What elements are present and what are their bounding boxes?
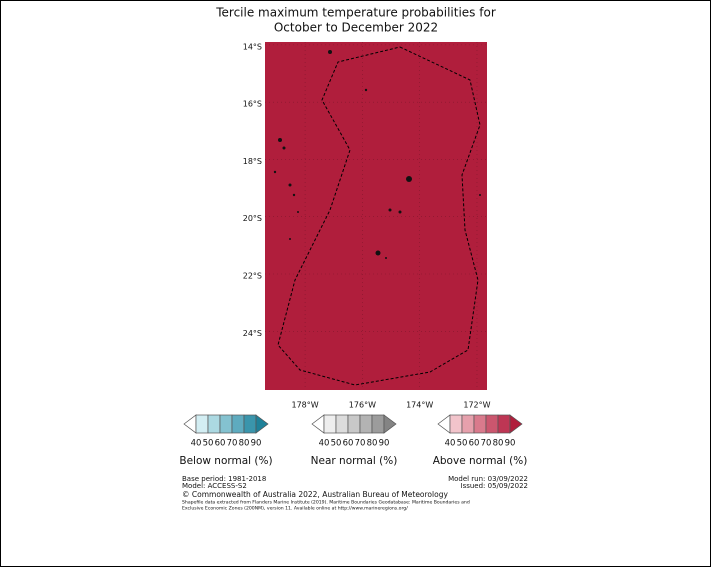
colorbar-tick: 90	[251, 439, 262, 449]
footer-text: Model: ACCESS-S2	[182, 482, 247, 490]
footer-text: Issued: 05/09/2022	[461, 482, 528, 490]
footer-text: Exclusive Economic Zones (200NM), versio…	[182, 506, 408, 512]
title-line: October to December 2022	[274, 21, 438, 35]
lat-label: 22°S	[243, 272, 262, 281]
island	[289, 238, 291, 240]
colorbar-tick: 40	[191, 439, 202, 449]
colorbar-box	[473, 414, 487, 434]
colorbar-tick: 90	[505, 439, 516, 449]
colorbar-tick: 70	[355, 439, 366, 449]
island	[273, 170, 277, 174]
colorbar-tick: 80	[367, 439, 378, 449]
colorbar-tick: 60	[343, 439, 354, 449]
island	[288, 183, 292, 187]
colorbar-name: Below normal (%)	[179, 455, 272, 467]
colorbar-tick: 50	[203, 439, 214, 449]
lat-label: 20°S	[243, 214, 262, 223]
colorbar-tick: 80	[493, 439, 504, 449]
colorbar-box	[485, 414, 499, 434]
colorbar-tick: 90	[379, 439, 390, 449]
colorbar-box	[359, 414, 373, 434]
colorbar-box	[219, 414, 233, 434]
colorbar-box	[195, 414, 209, 434]
colorbar-high-arrow	[255, 414, 269, 434]
island	[278, 138, 282, 142]
island	[385, 257, 387, 259]
colorbar-box	[335, 414, 349, 434]
colorbar-box	[371, 414, 385, 434]
island	[282, 146, 286, 150]
footer-text: Shapefile data extracted from Flanders M…	[182, 500, 470, 506]
title-line: Tercile maximum temperature probabilitie…	[215, 6, 496, 20]
island	[364, 88, 368, 92]
island	[375, 250, 381, 256]
colorbar-tick: 60	[469, 439, 480, 449]
eez-boundary	[277, 46, 481, 386]
colorbar-name: Above normal (%)	[433, 455, 528, 467]
colorbar-tick: 70	[481, 439, 492, 449]
island	[479, 194, 481, 196]
lat-label: 16°S	[243, 100, 262, 109]
map-fill	[265, 42, 487, 390]
colorbar-name: Near normal (%)	[311, 455, 398, 467]
colorbar-box	[449, 414, 463, 434]
island	[406, 176, 412, 182]
colorbar-high-arrow	[509, 414, 523, 434]
lat-label: 18°S	[243, 157, 262, 166]
colorbar-tick: 60	[215, 439, 226, 449]
colorbar-tick: 80	[239, 439, 250, 449]
island	[328, 50, 332, 54]
colorbar-box	[347, 414, 361, 434]
island	[388, 208, 392, 212]
lon-label: 178°W	[292, 401, 319, 410]
colorbar-tick: 40	[445, 439, 456, 449]
colorbar-tick: 40	[319, 439, 330, 449]
lat-label: 14°S	[243, 42, 262, 51]
island	[292, 193, 296, 197]
map: 14°S 16°S 18°S 20°S 22°S 24°S 178°W 176°W 174°W 1…	[243, 42, 491, 410]
island	[398, 210, 402, 214]
colorbar-box	[497, 414, 511, 434]
colorbar-box	[231, 414, 245, 434]
colorbar-box	[323, 414, 337, 434]
lat-label: 24°S	[243, 329, 262, 338]
colorbar-box	[243, 414, 257, 434]
lon-label: 172°W	[463, 401, 490, 410]
colorbar-tick: 70	[227, 439, 238, 449]
footer-text: Base period: 1981-2018	[182, 475, 266, 483]
island	[297, 211, 299, 213]
footer-text: © Commonwealth of Australia 2022, Austra…	[182, 490, 448, 499]
lon-label: 174°W	[406, 401, 433, 410]
lon-label: 176°W	[349, 401, 376, 410]
colorbar-tick: 50	[331, 439, 342, 449]
colorbar-tick: 50	[457, 439, 468, 449]
footer-text: Model run: 03/09/2022	[448, 475, 528, 483]
colorbar-high-arrow	[383, 414, 397, 434]
colorbar-box	[461, 414, 475, 434]
colorbar-box	[207, 414, 221, 434]
